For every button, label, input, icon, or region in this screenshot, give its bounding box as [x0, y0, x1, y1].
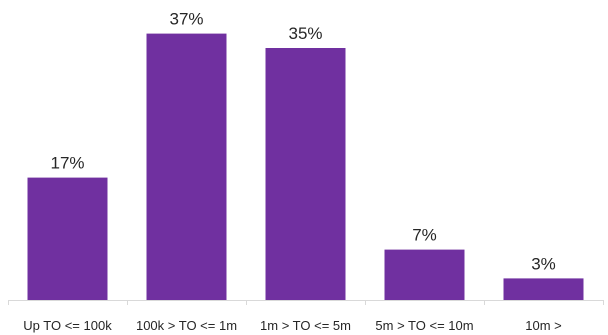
- x-tick-label: Up TO <= 100k: [23, 318, 112, 333]
- bar: [384, 249, 465, 300]
- bar: [146, 33, 227, 300]
- data-label: 17%: [50, 154, 84, 173]
- data-label: 35%: [288, 24, 322, 43]
- bar: [265, 48, 346, 300]
- data-label: 3%: [531, 254, 556, 273]
- x-tick-label: 10m >: [525, 318, 562, 333]
- data-labels-group: 17% 37% 35% 7% 3%: [50, 10, 555, 274]
- x-tick-label: 5m > TO <= 10m: [375, 318, 473, 333]
- bar: [503, 278, 584, 300]
- x-tick-label: 1m > TO <= 5m: [260, 318, 351, 333]
- bars-group: [27, 33, 584, 300]
- x-axis: Up TO <= 100k 100k > TO <= 1m 1m > TO <= 5…: [8, 300, 604, 333]
- x-tick-label: 100k > TO <= 1m: [136, 318, 237, 333]
- bar: [27, 177, 108, 300]
- data-label: 37%: [169, 10, 203, 29]
- data-label: 7%: [412, 226, 437, 245]
